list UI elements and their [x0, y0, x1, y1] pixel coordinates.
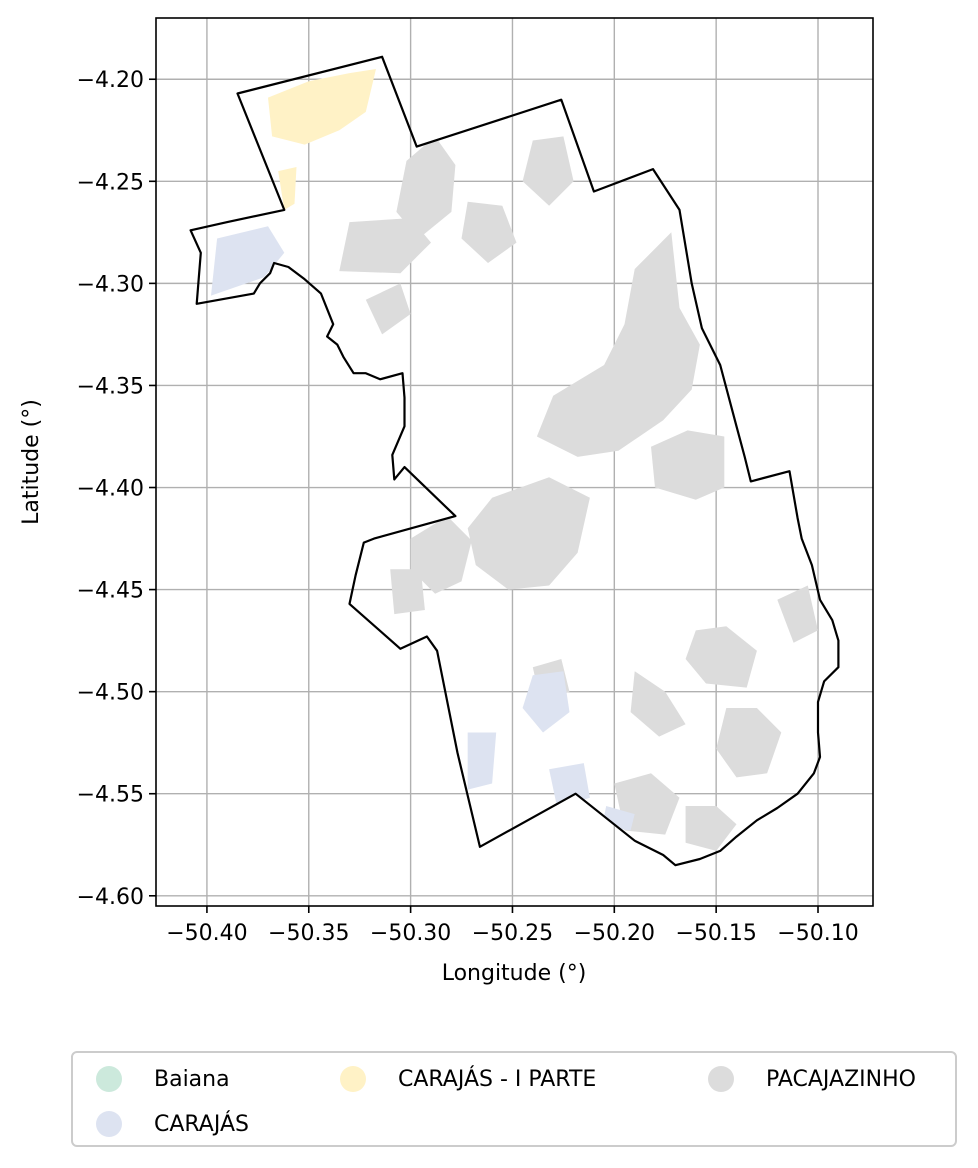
legend-label-carajas: CARAJÁS [154, 1111, 249, 1137]
region-polygons [211, 69, 818, 851]
legend-marker-carajas-i-parte [340, 1066, 366, 1092]
region-pacajazinho-7 [467, 477, 590, 590]
region-pacajazinho-8 [410, 516, 472, 594]
region-pacajazinho-1 [651, 430, 725, 500]
region-pacajazinho-9 [390, 569, 425, 615]
map-figure: −50.40 −50.35 −50.30 −50.25 −50.20 −50.15 −50.… [0, 0, 978, 1000]
x-tick-label-1: −50.35 [268, 921, 349, 946]
region-caraj-s-18 [522, 671, 570, 733]
y-tick-label-1: −4.25 [77, 170, 144, 195]
region-caraj-s-i-parte-23 [278, 167, 297, 210]
x-tick-label-6: −50.10 [777, 921, 858, 946]
region-pacajazinho-3 [461, 201, 517, 263]
legend: Baiana CARAJÁS CARAJÁS - I PARTE PACAJAZ… [71, 1051, 957, 1147]
y-axis-title: Latitude (°) [19, 399, 44, 525]
x-tick-label-4: −50.20 [574, 921, 655, 946]
x-axis-title: Longitude (°) [442, 961, 587, 986]
legend-marker-pacajazinho [708, 1066, 734, 1092]
legend-label-baiana: Baiana [154, 1066, 230, 1092]
plot-frame [155, 17, 874, 907]
axis-ticks: −50.40 −50.35 −50.30 −50.25 −50.20 −50.15 −50.… [77, 68, 859, 946]
region-pacajazinho-11 [630, 671, 686, 737]
region-pacajazinho-12 [716, 708, 782, 778]
region-pacajazinho-14 [685, 806, 737, 851]
region-pacajazinho-4 [339, 218, 431, 274]
region-pacajazinho-16 [777, 585, 818, 643]
region-pacajazinho-10 [685, 626, 757, 688]
legend-item-baiana: Baiana [96, 1066, 230, 1092]
legend-label-pacajazinho: PACAJAZINHO [766, 1066, 916, 1092]
figure-background [0, 0, 978, 1000]
region-pacajazinho-5 [522, 136, 574, 206]
x-tick-label-5: −50.15 [675, 921, 756, 946]
y-tick-label-3: −4.35 [77, 374, 144, 399]
y-tick-label-5: −4.45 [77, 579, 144, 604]
legend-label-carajas-i-parte: CARAJÁS - I PARTE [398, 1066, 597, 1092]
x-tick-label-3: −50.25 [472, 921, 553, 946]
legend-marker-baiana [96, 1066, 122, 1092]
region-caraj-s-19 [467, 732, 497, 790]
y-tick-label-0: −4.20 [77, 68, 144, 93]
boundary-outline [189, 55, 840, 867]
region-pacajazinho-6 [365, 283, 411, 335]
region-pacajazinho-0 [536, 232, 700, 457]
y-tick-label-7: −4.55 [77, 783, 144, 808]
x-tick-label-2: −50.30 [370, 921, 451, 946]
y-tick-label-4: −4.40 [77, 477, 144, 502]
legend-item-carajas: CARAJÁS [96, 1111, 249, 1137]
region-caraj-s-i-parte-22 [268, 69, 376, 145]
y-tick-label-8: −4.60 [77, 885, 144, 910]
region-caraj-s-17 [211, 226, 285, 296]
legend-item-pacajazinho: PACAJAZINHO [708, 1066, 916, 1092]
municipality-boundary [189, 55, 840, 867]
region-pacajazinho-2 [396, 136, 456, 239]
legend-item-carajas-i-parte: CARAJÁS - I PARTE [340, 1066, 596, 1092]
y-tick-label-2: −4.30 [77, 272, 144, 297]
x-tick-label-0: −50.40 [166, 921, 247, 946]
legend-marker-carajas [96, 1111, 122, 1137]
y-tick-label-6: −4.50 [77, 681, 144, 706]
